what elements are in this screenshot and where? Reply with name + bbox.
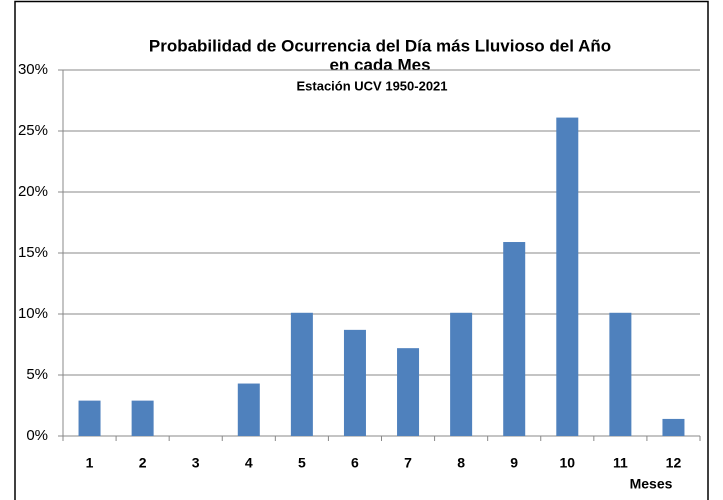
x-tick-label: 11 <box>613 455 628 471</box>
y-tick-label: 25% <box>18 122 48 139</box>
x-tick-label: 12 <box>666 455 682 471</box>
bar <box>662 418 685 436</box>
bar <box>397 348 420 436</box>
y-tick-label: 5% <box>26 366 48 383</box>
bar <box>343 329 366 436</box>
y-tick-label: 20% <box>18 183 48 200</box>
bar <box>450 312 473 436</box>
y-tick-label: 30% <box>18 61 48 78</box>
bar <box>556 117 579 436</box>
y-tick-label: 0% <box>26 427 48 444</box>
chart-title: en cada Mes <box>329 55 430 74</box>
bar <box>503 242 526 436</box>
chart-title: Probabilidad de Ocurrencia del Día más L… <box>149 36 611 55</box>
y-tick-label: 10% <box>18 305 48 322</box>
x-tick-label: 5 <box>298 455 306 471</box>
bar <box>131 400 154 436</box>
bar <box>78 400 101 436</box>
chart-frame <box>14 0 709 500</box>
x-tick-label: 10 <box>560 455 576 471</box>
bar <box>237 383 260 436</box>
x-tick-label: 4 <box>245 455 253 471</box>
x-tick-label: 6 <box>351 455 359 471</box>
x-tick-label: 3 <box>192 455 200 471</box>
y-tick-label: 15% <box>18 244 48 261</box>
x-axis-label: Meses <box>630 476 673 492</box>
x-tick-label: 9 <box>510 455 518 471</box>
x-tick-label: 8 <box>457 455 465 471</box>
bar <box>290 312 313 436</box>
chart-subtitle: Estación UCV 1950-2021 <box>296 78 447 93</box>
bar <box>609 312 632 436</box>
x-tick-label: 7 <box>404 455 412 471</box>
x-tick-label: 1 <box>86 455 94 471</box>
x-tick-label: 2 <box>139 455 147 471</box>
